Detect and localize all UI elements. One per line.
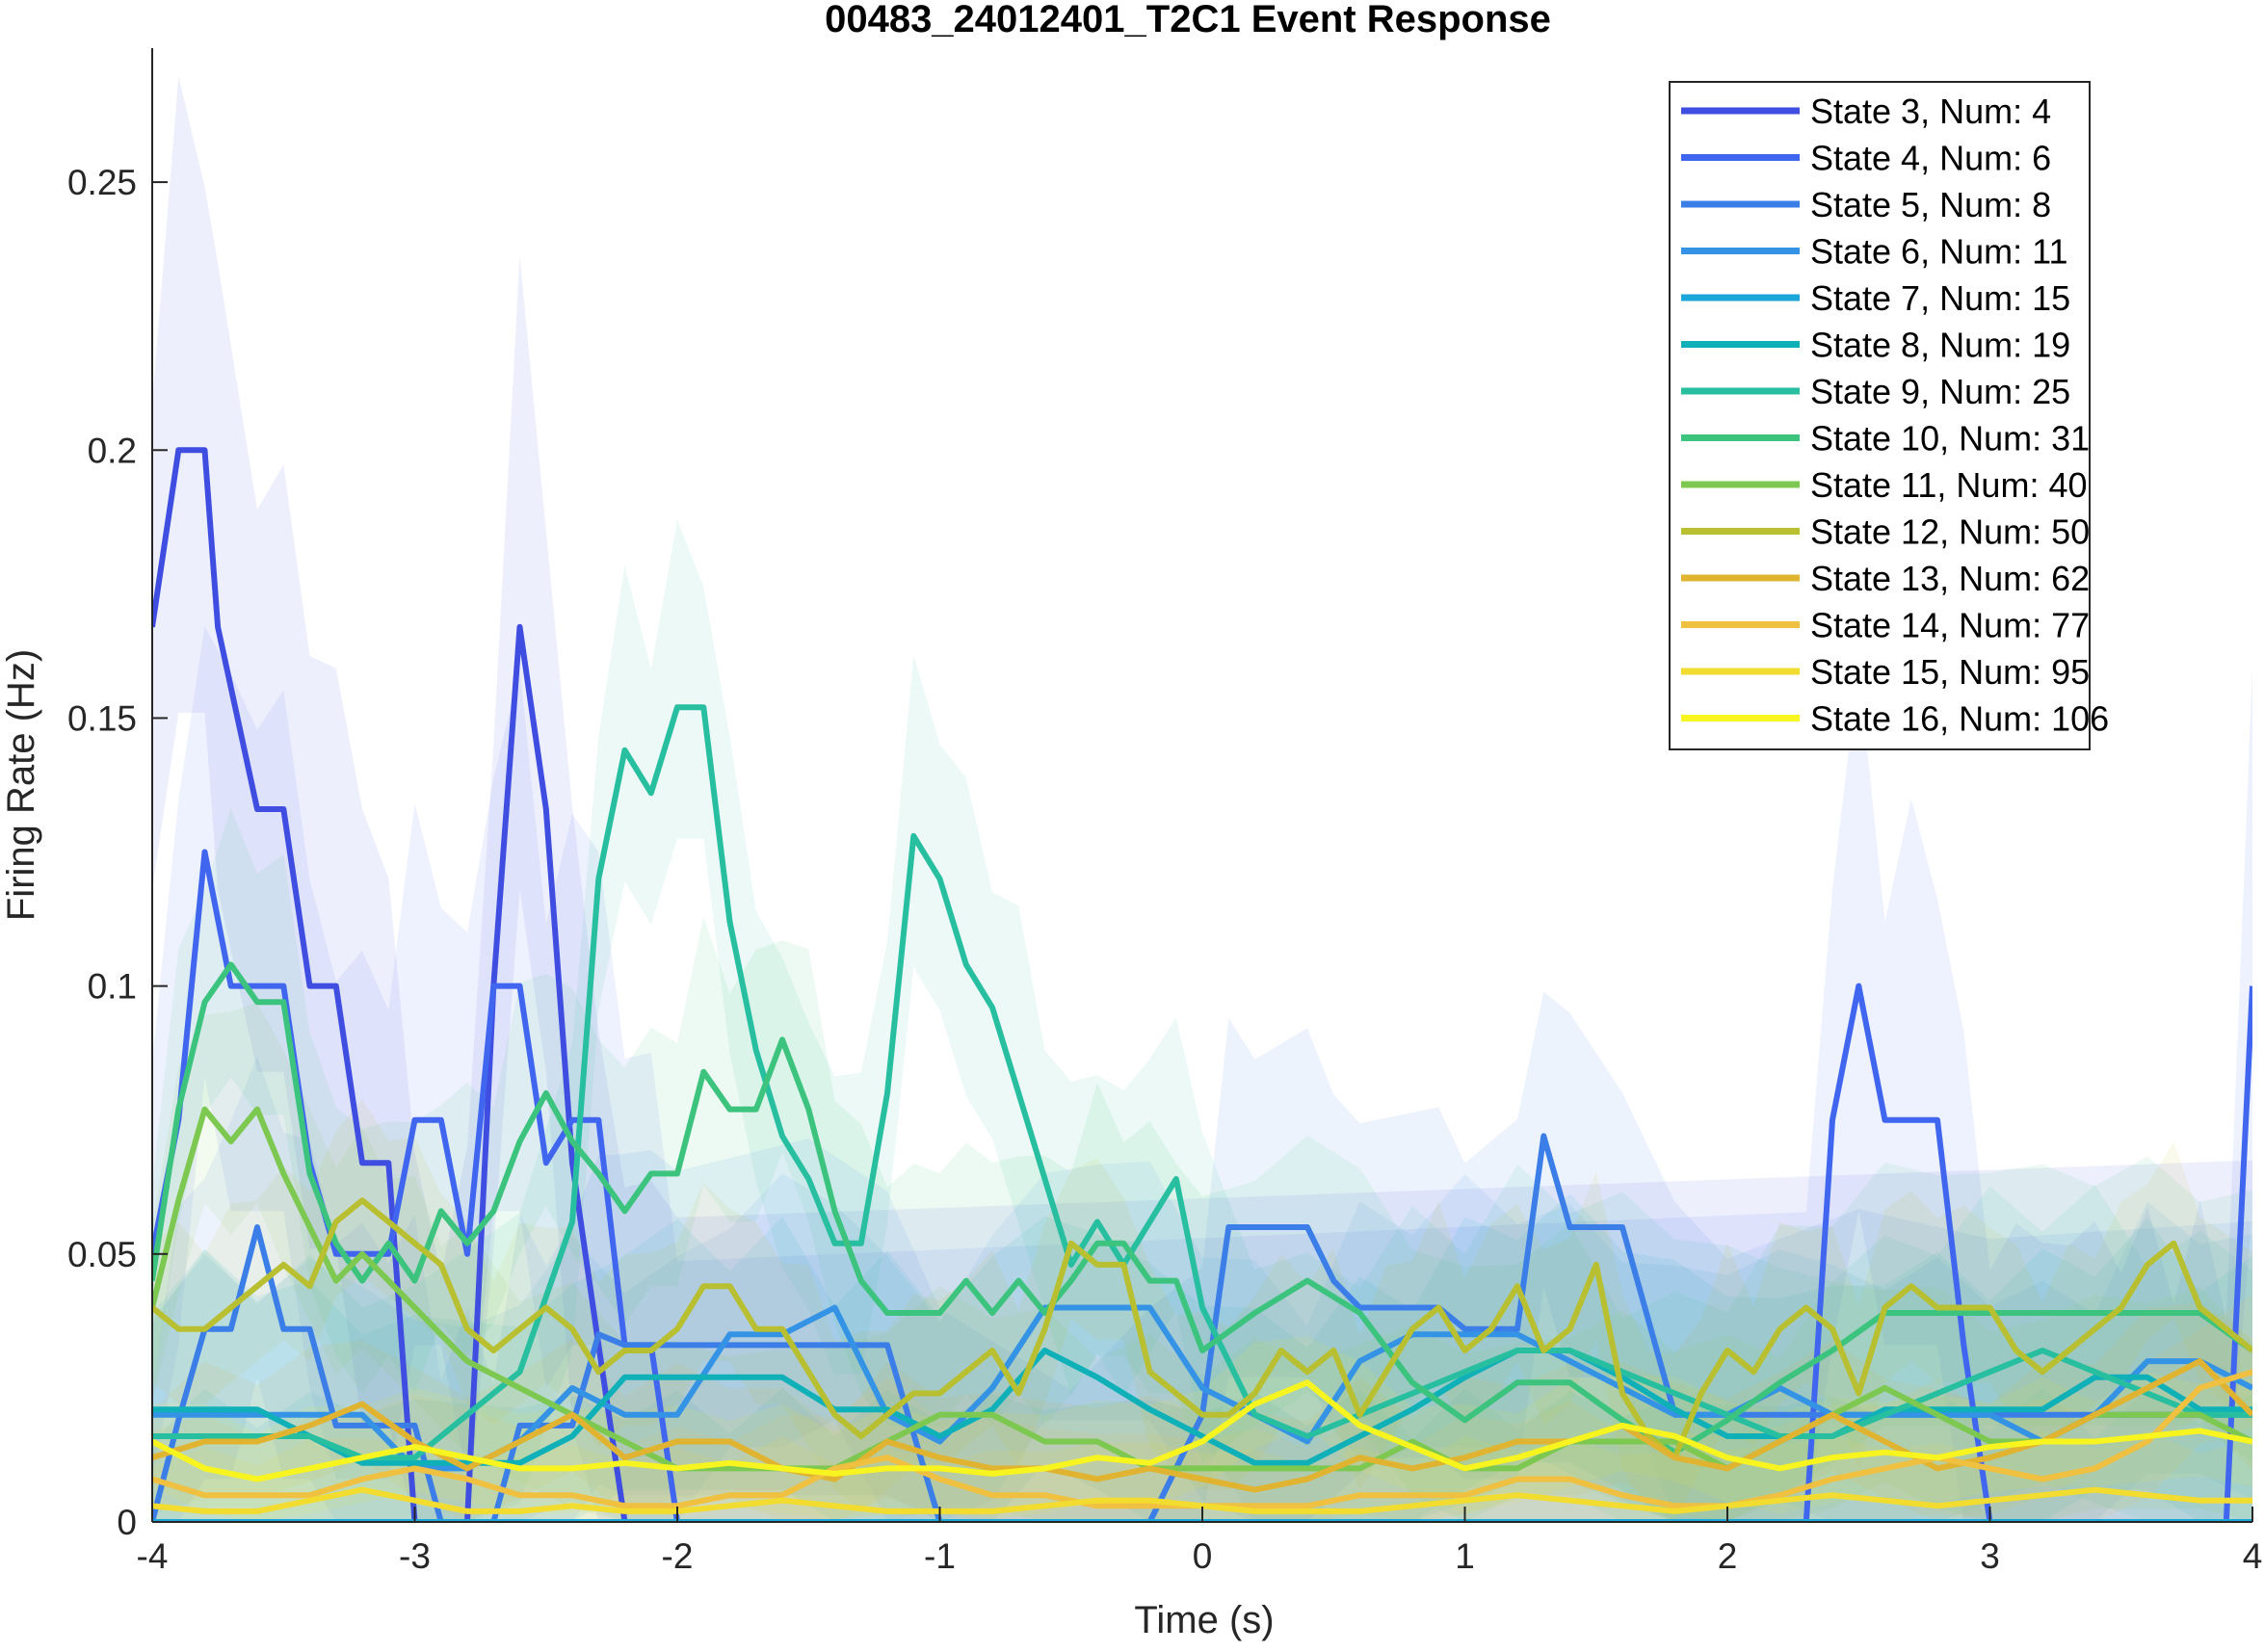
series-line-13 [152, 1486, 2252, 1514]
error-band-9 [152, 1002, 2252, 1522]
legend-entry: State 11, Num: 40 [1810, 465, 2088, 505]
y-tick-label: 0.15 [67, 698, 137, 738]
chart-title: 00483_24012401_T2C1 Event Response [825, 0, 1551, 40]
error-band-1 [152, 76, 2252, 1522]
x-tick-label: 1 [1455, 1536, 1475, 1576]
error-band-14 [152, 1336, 2252, 1522]
axes: -4 -3 -2 -1 0 1 2 3 4 0 0.05 0.1 0.15 0.2 0.25 [67, 48, 2262, 1576]
legend-entry: State 6, Num: 11 [1810, 232, 2067, 272]
y-tick-label: 0.2 [88, 431, 137, 470]
y-tick-label: 0.1 [88, 967, 137, 1007]
series-line-9 [152, 1106, 2252, 1472]
legend-entry: State 4, Num: 6 [1810, 139, 2051, 178]
x-tick-label: -4 [137, 1536, 169, 1576]
error-band-7 [152, 519, 2252, 1522]
legend-entry: State 12, Num: 50 [1810, 512, 2090, 552]
y-tick-label: 0.25 [67, 163, 137, 202]
legend-entry: State 16, Num: 106 [1810, 699, 2109, 739]
x-tick-label: -3 [399, 1536, 431, 1576]
series-line-10 [152, 1197, 2252, 1461]
error-band-8 [152, 808, 2252, 1522]
legend: State 3, Num: 4 State 4, Num: 6 State 5, N… [1669, 81, 2109, 750]
error-band-4 [152, 1161, 2252, 1522]
error-band-3 [152, 991, 2252, 1522]
x-tick-label: 4 [2243, 1536, 2263, 1576]
series-line-7 [152, 704, 2252, 1461]
x-tick-label: 0 [1193, 1536, 1213, 1576]
legend-entry: State 14, Num: 77 [1810, 606, 2090, 645]
y-tick-label: 0 [117, 1503, 137, 1542]
legend-entry: State 5, Num: 8 [1810, 185, 2051, 224]
legend-entry: State 7, Num: 15 [1810, 278, 2070, 318]
legend-entry: State 15, Num: 95 [1810, 652, 2090, 692]
legend-entry: State 10, Num: 31 [1810, 419, 2090, 459]
x-axis-label: Time (s) [1134, 1599, 1274, 1641]
legend-entry: State 13, Num: 62 [1810, 559, 2090, 598]
series-line-8 [152, 961, 2252, 1455]
legend-entry: State 8, Num: 19 [1810, 326, 2070, 365]
y-tick-label: 0.05 [67, 1235, 137, 1274]
error-bands [152, 76, 2252, 1522]
series-line-11 [152, 1358, 2252, 1493]
series-line-14 [152, 1379, 2252, 1482]
y-axis-label: Firing Rate (Hz) [0, 649, 42, 921]
legend-box [1669, 81, 2091, 750]
legend-entry: State 9, Num: 25 [1810, 372, 2070, 411]
series-lines [152, 447, 2252, 1522]
error-band-2 [152, 626, 2252, 1522]
x-tick-label: 2 [1718, 1536, 1738, 1576]
legend-entry: State 3, Num: 4 [1810, 92, 2051, 131]
x-tick-label: 3 [1980, 1536, 2000, 1576]
x-tick-label: -2 [662, 1536, 694, 1576]
x-tick-label: -1 [924, 1536, 956, 1576]
series-line-3 [152, 1133, 2252, 1522]
